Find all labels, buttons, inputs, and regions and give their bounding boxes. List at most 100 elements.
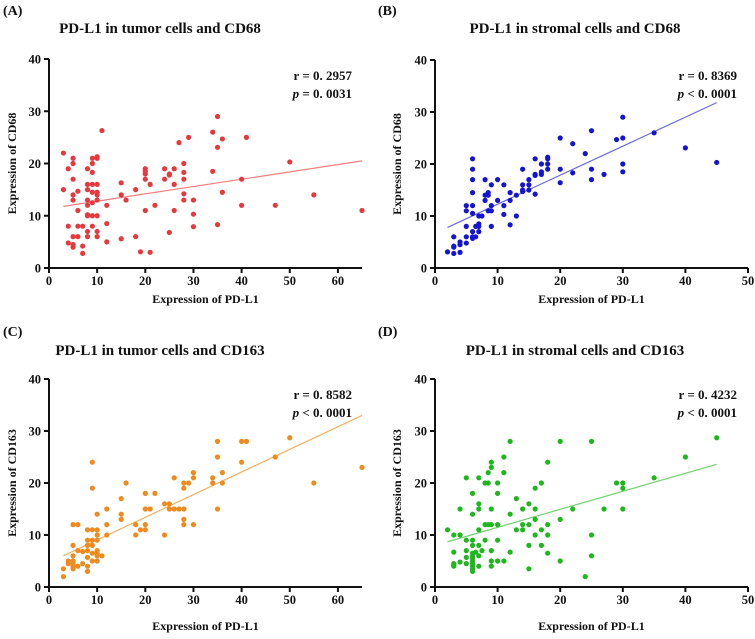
x-tick-label: 20 bbox=[139, 274, 152, 288]
data-point bbox=[84, 181, 91, 187]
data-point bbox=[70, 244, 76, 250]
data-point bbox=[89, 160, 95, 167]
data-point bbox=[601, 171, 607, 177]
x-tick-label: 10 bbox=[491, 593, 504, 607]
data-point bbox=[118, 192, 124, 198]
data-point bbox=[176, 140, 182, 146]
data-point bbox=[538, 480, 545, 486]
data-point bbox=[84, 527, 91, 533]
scatter-panel-d: (D) PD-L1 in stromal cells and CD163 0 10 20… bbox=[378, 325, 754, 633]
data-point bbox=[538, 527, 545, 533]
data-point bbox=[137, 527, 144, 533]
x-tick-label: 60 bbox=[332, 274, 345, 288]
data-point bbox=[152, 490, 158, 496]
x-tick-label: 30 bbox=[617, 274, 630, 288]
regression-line bbox=[63, 160, 363, 207]
data-point bbox=[181, 485, 187, 491]
data-point bbox=[532, 532, 538, 538]
y-tick-label: 10 bbox=[29, 209, 42, 223]
data-point bbox=[532, 191, 538, 197]
y-axis-label: Expression of CD68 bbox=[5, 113, 19, 215]
data-point bbox=[476, 563, 482, 569]
data-point bbox=[65, 240, 71, 246]
data-point bbox=[485, 470, 491, 476]
data-point bbox=[84, 563, 91, 569]
data-point bbox=[557, 135, 563, 141]
data-point bbox=[620, 114, 626, 120]
y-tick-label: 30 bbox=[29, 425, 42, 439]
data-point bbox=[451, 250, 457, 257]
data-point bbox=[80, 250, 86, 256]
y-tick-label: 0 bbox=[421, 262, 427, 276]
data-point bbox=[70, 155, 76, 161]
data-point bbox=[479, 213, 485, 219]
data-point bbox=[94, 537, 100, 543]
data-point bbox=[219, 189, 225, 195]
data-point bbox=[532, 156, 538, 162]
data-point bbox=[214, 454, 221, 460]
y-tick-label: 10 bbox=[415, 210, 428, 224]
data-point bbox=[89, 181, 95, 187]
data-point bbox=[89, 542, 95, 549]
x-tick-label: 30 bbox=[617, 593, 630, 607]
data-point bbox=[538, 542, 545, 549]
data-point bbox=[588, 553, 595, 559]
data-point bbox=[513, 496, 519, 502]
data-point bbox=[166, 172, 172, 178]
data-point bbox=[75, 522, 81, 528]
data-point bbox=[469, 537, 476, 543]
data-point bbox=[311, 192, 317, 198]
y-tick-label: 40 bbox=[415, 373, 428, 387]
data-point bbox=[507, 197, 513, 203]
data-point bbox=[166, 229, 172, 236]
data-point bbox=[89, 213, 95, 219]
data-point bbox=[210, 475, 216, 481]
data-point bbox=[181, 160, 187, 167]
data-point bbox=[166, 506, 172, 512]
data-point bbox=[520, 166, 526, 172]
y-tick-label: 20 bbox=[29, 477, 42, 491]
p-value-text: < 0. 0001 bbox=[684, 405, 737, 420]
data-point bbox=[469, 177, 476, 183]
data-point bbox=[118, 516, 124, 523]
data-point bbox=[181, 176, 187, 182]
data-point bbox=[457, 532, 463, 538]
data-point bbox=[557, 516, 563, 523]
data-point bbox=[526, 501, 532, 507]
data-point bbox=[488, 563, 494, 569]
x-tick-label: 10 bbox=[491, 274, 504, 288]
x-tick-label: 50 bbox=[742, 593, 755, 607]
data-point bbox=[133, 522, 139, 528]
data-point bbox=[620, 161, 626, 167]
data-point bbox=[60, 574, 67, 580]
panel-label: (D) bbox=[378, 325, 398, 340]
data-point bbox=[620, 135, 626, 141]
x-tick-label: 30 bbox=[187, 593, 200, 607]
data-point bbox=[488, 558, 494, 564]
data-point bbox=[501, 558, 507, 564]
data-point bbox=[70, 197, 76, 203]
data-point bbox=[463, 554, 469, 560]
data-point bbox=[80, 243, 86, 249]
data-point bbox=[501, 454, 507, 460]
data-point bbox=[84, 568, 91, 575]
data-point bbox=[123, 480, 129, 486]
data-point bbox=[520, 182, 526, 188]
x-tick-label: 0 bbox=[432, 593, 438, 607]
chart-title: PD-L1 in stromal cells and CD163 bbox=[466, 343, 684, 359]
regression-line bbox=[447, 463, 717, 543]
data-point bbox=[94, 511, 100, 517]
data-point bbox=[495, 480, 501, 486]
data-point bbox=[94, 558, 100, 564]
data-point bbox=[545, 166, 551, 172]
data-point bbox=[714, 435, 720, 441]
data-point bbox=[70, 553, 76, 559]
data-point bbox=[520, 527, 526, 533]
data-point bbox=[89, 169, 95, 175]
data-point bbox=[532, 506, 538, 512]
data-point bbox=[482, 177, 488, 183]
data-point bbox=[582, 574, 588, 580]
data-point bbox=[118, 236, 124, 242]
data-point bbox=[89, 537, 95, 543]
